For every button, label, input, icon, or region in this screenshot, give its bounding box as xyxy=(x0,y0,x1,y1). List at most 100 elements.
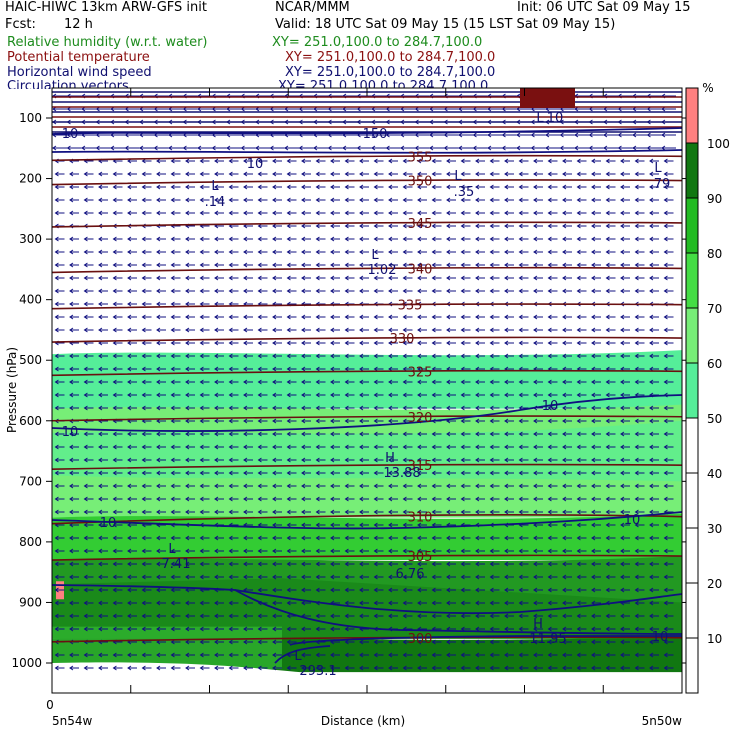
wind-vector xyxy=(504,626,514,632)
wind-vector xyxy=(591,444,601,450)
wind-vector xyxy=(228,444,239,450)
wind-vector xyxy=(591,522,601,528)
wind-vector xyxy=(330,366,340,372)
wind-vector xyxy=(446,574,456,580)
wind-vector xyxy=(576,288,587,294)
wind-vector xyxy=(663,652,674,658)
wind-vector xyxy=(663,561,674,567)
wind-vector xyxy=(632,132,647,138)
wind-vector xyxy=(112,483,123,489)
wind-vector xyxy=(170,587,181,593)
wind-vector xyxy=(228,665,239,671)
wind-vector xyxy=(170,613,181,619)
wind-vector xyxy=(156,171,166,177)
wind-vector xyxy=(663,340,674,346)
wind-vector xyxy=(373,223,384,229)
wind-vector xyxy=(69,379,79,385)
wind-vector xyxy=(388,522,398,528)
wind-vector xyxy=(330,418,340,424)
wind-vector xyxy=(373,288,384,294)
wind-vector xyxy=(446,379,456,385)
wind-vector xyxy=(98,626,108,632)
wind-vector xyxy=(228,236,239,242)
wind-vector xyxy=(69,483,79,489)
wind-vector xyxy=(530,145,546,151)
wind-vector xyxy=(663,483,674,489)
wind-vector xyxy=(69,197,79,203)
wind-vector xyxy=(214,496,224,502)
wind-vector xyxy=(141,613,152,619)
wind-vector xyxy=(373,470,384,476)
wind-vector xyxy=(54,249,65,255)
wind-vector xyxy=(373,522,384,528)
wind-vector xyxy=(634,483,645,489)
wind-vector xyxy=(170,288,181,294)
wind-vector xyxy=(547,405,558,411)
wind-vector xyxy=(298,145,314,151)
wind-vector xyxy=(127,405,137,411)
wind-vector xyxy=(460,262,471,268)
wind-vector xyxy=(112,236,123,242)
wind-vector xyxy=(475,210,485,216)
wind-vector xyxy=(663,639,674,645)
wind-vector xyxy=(588,145,604,151)
wind-vector xyxy=(443,132,459,138)
wind-vector xyxy=(83,431,94,437)
wind-vector xyxy=(518,431,529,437)
wind-vector xyxy=(228,275,239,281)
wind-vector xyxy=(185,665,195,671)
wind-vector xyxy=(431,249,442,255)
wind-vector xyxy=(605,184,616,190)
wind-vector xyxy=(286,249,297,255)
wind-vector xyxy=(257,379,268,385)
field-name-wind: Horizontal wind speed xyxy=(7,65,152,80)
wind-vector xyxy=(605,327,616,333)
theta-contour xyxy=(51,154,683,162)
wind-vector xyxy=(417,431,427,437)
wind-vector xyxy=(562,314,572,320)
wind-vector xyxy=(649,184,659,190)
wind-vector xyxy=(388,288,398,294)
wind-vector xyxy=(431,652,442,658)
wind-vector xyxy=(359,223,369,229)
wind-vector xyxy=(185,483,195,489)
wind-vector xyxy=(83,652,94,658)
wind-vector xyxy=(576,496,587,502)
wind-vector xyxy=(54,483,65,489)
wind-vector xyxy=(460,223,471,229)
wind-vector xyxy=(228,548,239,554)
wind-vector xyxy=(286,639,297,645)
wind-vector xyxy=(344,665,355,671)
wind-vector xyxy=(272,509,282,515)
wind-vector xyxy=(533,418,543,424)
wind-vector xyxy=(562,340,572,346)
wind-vector xyxy=(388,639,398,645)
wind-vector xyxy=(228,197,239,203)
wind-vector xyxy=(547,262,558,268)
wind-vector xyxy=(460,236,471,242)
wind-vector xyxy=(547,652,558,658)
wind-vector xyxy=(533,496,543,502)
wind-vector xyxy=(605,652,616,658)
wind-vector xyxy=(533,249,543,255)
wind-vector xyxy=(170,548,181,554)
extremum-value: 10 xyxy=(547,111,564,126)
wind-vector xyxy=(417,184,427,190)
wind-vector xyxy=(489,444,500,450)
wind-vector xyxy=(344,496,355,502)
wind-vector xyxy=(359,457,369,463)
wind-vector xyxy=(385,145,401,151)
wind-vector xyxy=(83,236,94,242)
wind-vector xyxy=(489,509,500,515)
wind-vector xyxy=(649,353,659,359)
wind-vector xyxy=(649,197,659,203)
wind-vector xyxy=(95,145,111,151)
wind-vector xyxy=(460,418,471,424)
wind-vector xyxy=(458,145,473,151)
wind-vector xyxy=(388,327,398,333)
wind-vector xyxy=(634,496,645,502)
wind-vector xyxy=(431,314,442,320)
wind-vector xyxy=(127,652,137,658)
wind-vector xyxy=(402,288,413,294)
wind-vector xyxy=(344,210,355,216)
